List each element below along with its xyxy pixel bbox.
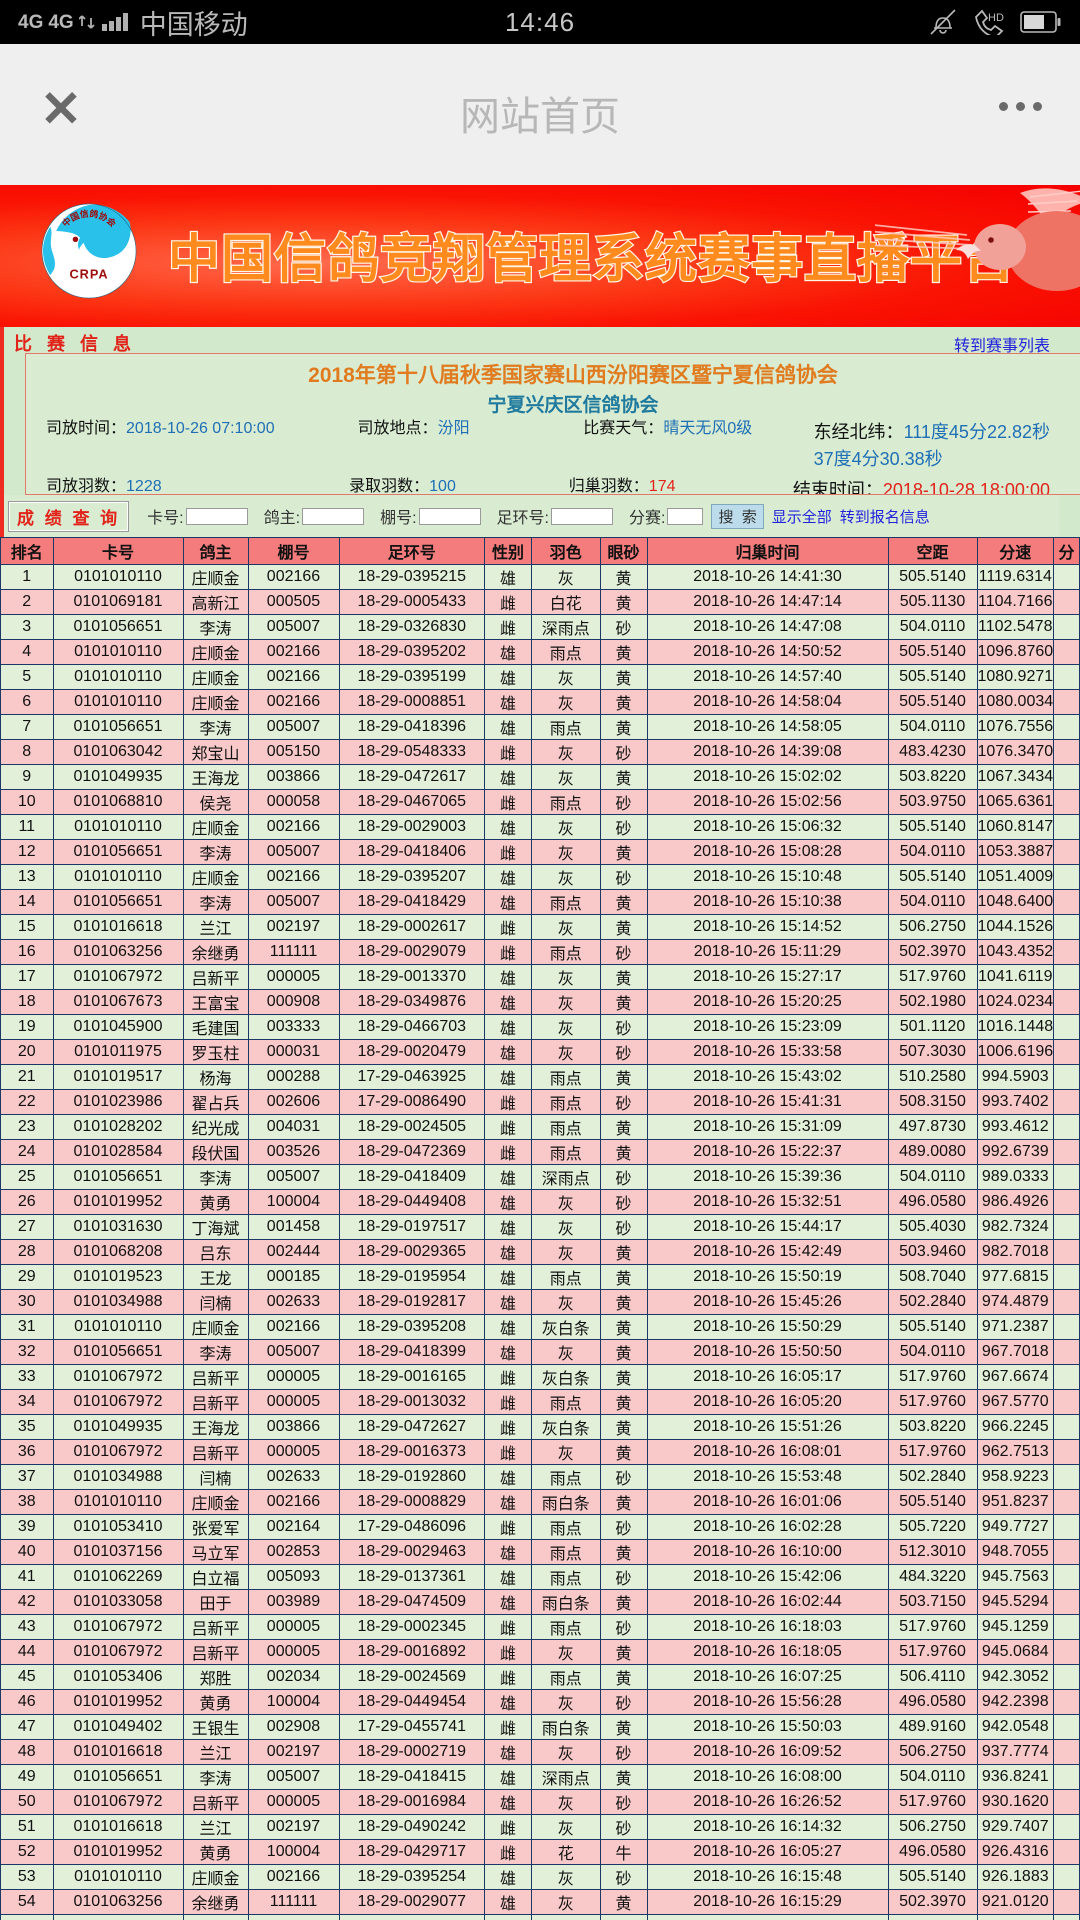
svg-text:HD: HD: [988, 12, 1004, 24]
svg-text:CRPA: CRPA: [69, 266, 108, 281]
